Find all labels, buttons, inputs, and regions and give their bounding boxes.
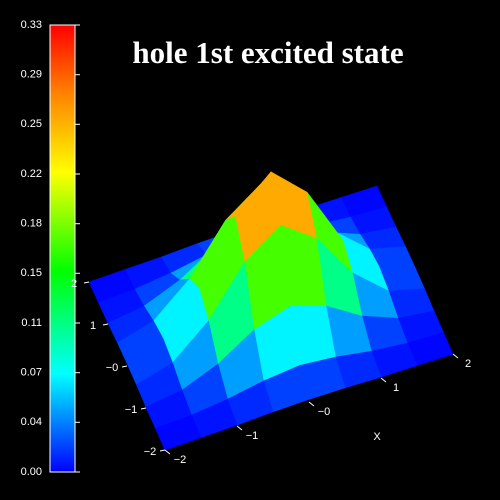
colorbar-tick-label: 0.15 [21, 267, 42, 279]
colorbar-tick-label: 0.04 [21, 416, 42, 428]
y-tick-label: −0 [106, 362, 119, 374]
x-tick-label: −1 [246, 430, 259, 442]
y-tick [140, 407, 147, 410]
colorbar-tick-label: 0.29 [21, 69, 42, 81]
y-tick [83, 281, 90, 284]
colorbar-tick-label: 0.11 [21, 317, 42, 329]
colorbar-tick-label: 0.33 [21, 19, 42, 31]
x-tick-label: −0 [318, 406, 331, 418]
y-tick-label: −1 [125, 404, 138, 416]
x-tick [308, 401, 315, 407]
colorbar-tick-label: 0.25 [21, 118, 42, 130]
y-tick-label: 2 [71, 278, 77, 290]
y-tick-label: 1 [90, 320, 96, 332]
y-tick-label: −2 [144, 446, 157, 458]
x-tick-label: 1 [393, 382, 399, 394]
y-tick [159, 449, 166, 452]
x-tick [452, 353, 459, 359]
x-tick [236, 425, 243, 431]
colorbar-tick-label: 0.07 [21, 367, 42, 379]
x-tick-label: 2 [465, 358, 471, 370]
colorbar-tick-label: 0.22 [21, 168, 42, 180]
y-tick [121, 365, 128, 368]
surface-patch [155, 414, 202, 451]
colorbar [49, 24, 76, 473]
x-tick [380, 377, 387, 383]
x-tick-label: −2 [174, 454, 187, 466]
x-tick [164, 449, 171, 455]
colorbar-tick-label: 0.18 [21, 218, 42, 230]
x-axis-label: X [373, 431, 381, 443]
chart-title: hole 1st excited state [132, 35, 403, 70]
colorbar-tick-label: 0.00 [21, 466, 42, 478]
y-tick [102, 323, 109, 326]
